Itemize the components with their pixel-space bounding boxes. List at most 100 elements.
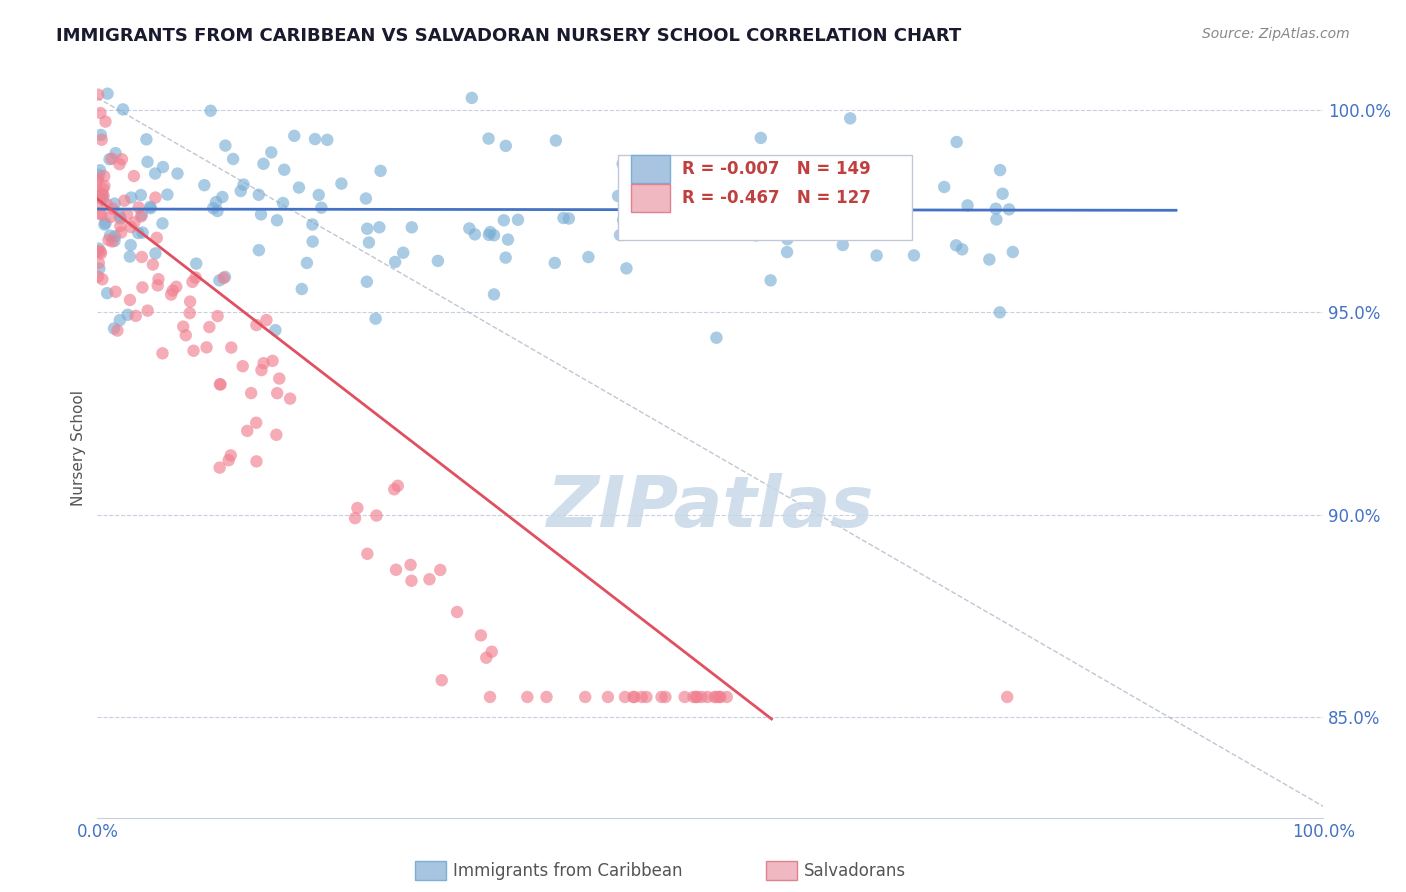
Point [139, 201, 162, 215]
Text: R = -0.467   N = 127: R = -0.467 N = 127 [682, 189, 870, 207]
Point [183, 343, 205, 358]
Point [492, 213, 515, 227]
Point [401, 574, 423, 588]
Text: Salvadorans: Salvadorans [804, 862, 907, 880]
Point [87, 242, 110, 256]
Point [673, 690, 696, 704]
Point [208, 273, 231, 287]
Point [344, 511, 367, 525]
Point [354, 192, 377, 206]
Point [131, 208, 153, 222]
Point [93, 189, 115, 203]
Point [103, 321, 125, 335]
Point [91, 272, 114, 286]
Point [728, 213, 751, 227]
Point [219, 341, 242, 355]
Point [616, 261, 638, 276]
Point [94, 114, 117, 128]
Point [219, 449, 242, 463]
Point [110, 211, 132, 226]
Point [229, 184, 252, 198]
Point [686, 690, 709, 704]
Text: IMMIGRANTS FROM CARIBBEAN VS SALVADORAN NURSERY SCHOOL CORRELATION CHART: IMMIGRANTS FROM CARIBBEAN VS SALVADORAN … [56, 27, 962, 45]
Point [301, 218, 323, 232]
Point [97, 233, 120, 247]
Point [96, 286, 118, 301]
Point [364, 311, 387, 326]
Point [903, 248, 925, 262]
Point [630, 690, 652, 704]
Point [111, 153, 134, 167]
Point [995, 690, 1018, 704]
Point [128, 201, 150, 215]
Point [266, 213, 288, 227]
Point [690, 690, 713, 704]
Point [617, 165, 640, 179]
Point [612, 213, 634, 227]
Point [212, 271, 235, 285]
Point [136, 154, 159, 169]
Point [950, 243, 973, 257]
Point [111, 103, 134, 117]
Point [475, 650, 498, 665]
Point [824, 211, 846, 225]
Point [578, 250, 600, 264]
Point [401, 220, 423, 235]
Point [356, 275, 378, 289]
Point [120, 238, 142, 252]
Point [118, 293, 141, 307]
Point [647, 222, 669, 236]
Point [262, 354, 284, 368]
Point [831, 238, 853, 252]
Point [278, 392, 301, 406]
Point [240, 386, 263, 401]
Point [479, 225, 502, 239]
Point [245, 454, 267, 468]
Point [316, 133, 339, 147]
Point [609, 228, 631, 243]
Point [136, 303, 159, 318]
Point [222, 152, 245, 166]
Point [112, 194, 135, 208]
Point [245, 416, 267, 430]
Point [796, 177, 818, 191]
Point [387, 479, 409, 493]
Point [356, 221, 378, 235]
Point [988, 163, 1011, 178]
Point [145, 190, 167, 204]
Point [87, 184, 110, 198]
Point [516, 690, 538, 704]
Point [104, 196, 127, 211]
Point [87, 168, 110, 182]
Point [93, 178, 115, 193]
Point [129, 210, 152, 224]
Point [607, 189, 630, 203]
Point [704, 227, 727, 241]
Point [93, 218, 115, 232]
Point [91, 192, 114, 206]
Point [110, 226, 132, 240]
Point [156, 187, 179, 202]
Point [266, 427, 288, 442]
Point [685, 690, 707, 704]
Point [125, 309, 148, 323]
Point [430, 673, 453, 688]
Point [544, 134, 567, 148]
Point [89, 188, 111, 202]
Point [661, 164, 683, 178]
Point [87, 171, 110, 186]
Point [87, 269, 110, 284]
Point [461, 91, 484, 105]
Point [101, 202, 124, 216]
Point [612, 157, 634, 171]
Point [207, 204, 229, 219]
Point [269, 371, 291, 385]
Text: Source: ZipAtlas.com: Source: ZipAtlas.com [1202, 27, 1350, 41]
Point [385, 563, 408, 577]
Point [179, 306, 201, 320]
Point [148, 272, 170, 286]
Point [308, 188, 330, 202]
Point [839, 112, 862, 126]
Point [146, 278, 169, 293]
Point [945, 238, 967, 252]
